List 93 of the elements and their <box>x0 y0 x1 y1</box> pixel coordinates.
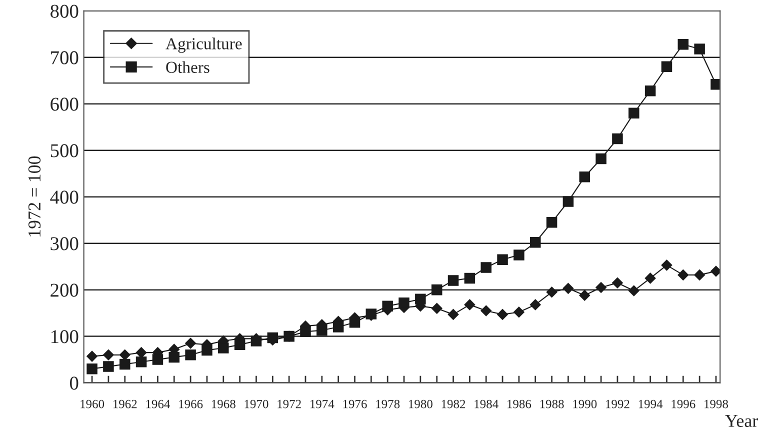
point <box>250 336 262 346</box>
point <box>168 352 180 363</box>
point <box>382 300 393 312</box>
point <box>596 153 606 164</box>
point <box>562 282 574 294</box>
x-tick-label: 1970 <box>244 400 268 408</box>
point <box>284 330 294 342</box>
point <box>530 299 541 310</box>
point <box>103 349 114 360</box>
point <box>644 85 656 96</box>
point <box>546 217 558 228</box>
point <box>579 290 590 301</box>
point <box>415 294 426 304</box>
point <box>530 237 541 248</box>
point <box>218 342 229 354</box>
x-tick-label: 1992 <box>606 400 630 408</box>
x-tick-label: 1990 <box>573 400 597 408</box>
x-tick-label: 1980 <box>409 400 432 408</box>
point <box>612 277 623 288</box>
y-tick-label: 300 <box>50 237 78 250</box>
point <box>480 262 492 273</box>
point <box>579 171 590 182</box>
x-tick-label: 1964 <box>146 400 170 408</box>
y-tick-label: 800 <box>50 4 78 18</box>
point <box>612 133 623 144</box>
y-tick-label: 0 <box>70 376 78 390</box>
point <box>678 270 689 280</box>
point <box>86 363 98 374</box>
x-tick-label: 1968 <box>212 400 236 408</box>
point <box>332 322 344 332</box>
point <box>678 38 689 50</box>
point <box>398 297 410 308</box>
point <box>316 324 328 336</box>
point <box>480 305 492 316</box>
point <box>596 282 606 293</box>
point <box>497 309 508 320</box>
point <box>86 350 98 362</box>
point <box>514 306 524 318</box>
point <box>562 196 574 207</box>
y-axis-title: 1972 = 100 <box>28 156 41 236</box>
point <box>497 254 508 265</box>
point <box>628 285 640 296</box>
point <box>448 275 459 286</box>
point <box>267 332 278 344</box>
x-tick-label: 1972 <box>278 400 301 408</box>
x-tick-label: 1984 <box>474 400 498 408</box>
point <box>546 286 558 298</box>
point <box>431 284 442 296</box>
x-tick-label: 1962 <box>113 400 137 408</box>
y-tick-label: 200 <box>50 284 78 297</box>
point <box>103 361 114 372</box>
x-axis-title: Year <box>725 414 758 427</box>
point <box>514 250 524 260</box>
point <box>464 299 476 310</box>
y-tick-label: 700 <box>51 51 78 64</box>
x-tick-label: 1988 <box>540 400 564 408</box>
point <box>300 326 311 338</box>
y-tick-label: 600 <box>50 98 78 111</box>
point <box>431 302 442 314</box>
y-tick-label: 100 <box>52 330 78 344</box>
point <box>628 108 640 119</box>
point <box>661 260 672 271</box>
point <box>694 44 705 54</box>
y-tick-label: 500 <box>50 144 78 158</box>
x-tick-label: 1996 <box>672 400 696 408</box>
point <box>234 339 246 350</box>
point <box>202 344 212 356</box>
x-tick-label: 1994 <box>638 400 663 408</box>
point <box>661 61 672 72</box>
x-tick-label: 1982 <box>442 400 466 408</box>
point <box>710 266 720 277</box>
point <box>710 78 720 90</box>
x-tick-label: 1966 <box>179 400 203 408</box>
point <box>119 349 130 360</box>
x-tick-label: 1960 <box>80 400 104 408</box>
point <box>136 356 147 368</box>
x-tick-label: 1998 <box>704 400 728 408</box>
point <box>185 338 196 349</box>
legend-label: Agriculture <box>166 38 242 53</box>
point <box>185 350 196 360</box>
point <box>152 354 164 365</box>
point <box>694 270 705 280</box>
point <box>349 316 360 328</box>
x-tick-label: 1974 <box>310 400 334 408</box>
y-tick-label: 400 <box>50 190 78 204</box>
legend-label: Others <box>166 61 210 73</box>
point <box>464 272 476 284</box>
x-tick-label: 1986 <box>508 400 532 408</box>
x-tick-label: 1976 <box>343 400 367 408</box>
point <box>644 272 656 284</box>
point <box>448 309 459 320</box>
point <box>119 358 130 370</box>
x-tick-label: 1978 <box>376 400 400 408</box>
